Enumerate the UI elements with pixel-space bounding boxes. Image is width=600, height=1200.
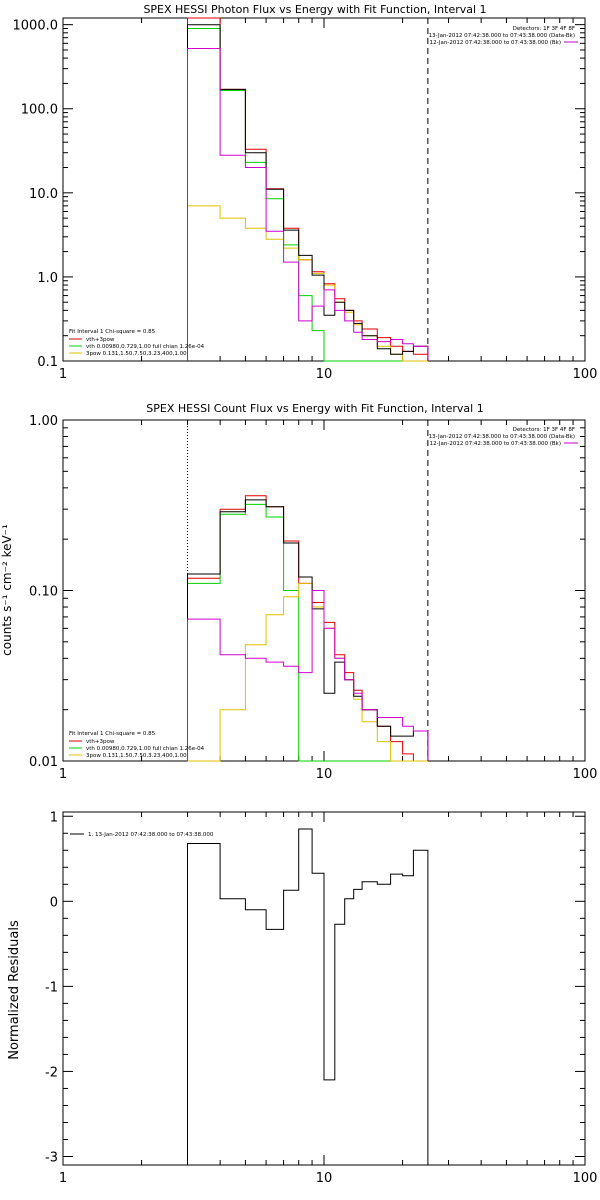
legend-entry: vth 0.00980,0.729,1.00 full chian 1.26e-… xyxy=(86,746,205,752)
x-tick-label: 10 xyxy=(316,1171,333,1186)
legend-entry: vth+3pow xyxy=(86,337,115,343)
y-tick-label: 1000.0 xyxy=(13,19,59,34)
fit-legend: Fit Interval 1 Chi-square = 0.85 vth+3po… xyxy=(69,329,205,357)
y-tick-label: 1.0 xyxy=(37,271,58,286)
legend-entry: vth+3pow xyxy=(86,739,115,745)
series-step-line xyxy=(187,205,428,362)
residuals-chart: Normalized Residuals 1 10 100 -3 -2 -1 0 1 1. 1… xyxy=(7,810,597,1186)
axis-ticks: 1 10 100 0.1 1.0 10.0 100.0 1000.0 xyxy=(13,18,598,382)
fit-label: Fit Interval 1 Chi-square = 0.85 xyxy=(69,731,156,737)
photon-flux-chart: SPEX HESSI Photon Flux vs Energy with Fi… xyxy=(13,3,598,382)
info-line: Detectors: 1F 3F 4F 8F xyxy=(513,427,575,433)
detector-info: Detectors: 1F 3F 4F 8F 13-Jan-2012 07:42… xyxy=(429,427,578,447)
fit-label: Fit Interval 1 Chi-square = 0.85 xyxy=(69,329,156,335)
x-tick-label: 1 xyxy=(59,367,67,382)
series-step-line xyxy=(187,503,428,762)
series-step-line xyxy=(187,48,429,361)
legend-entry: 1. 13-Jan-2012 07:42:38.000 to 07:43:38.… xyxy=(88,832,214,838)
legend-entry: 3pow 0.131,1.50,7.50,3.23,400,1.00 xyxy=(86,351,187,357)
legend-entry: vth 0.00980,0.729,1.00 full chian 1.26e-… xyxy=(86,344,205,350)
reference-lines xyxy=(187,420,429,761)
y-tick-label: 1 xyxy=(50,810,58,825)
y-tick-label: 1.00 xyxy=(29,414,58,429)
info-line: 13-Jan-2012 07:42:38.000 to 07:43:38.000… xyxy=(429,434,575,440)
x-tick-label: 100 xyxy=(573,767,598,782)
x-tick-label: 100 xyxy=(573,1171,598,1186)
info-line: Detectors: 1F 3F 4F 8F xyxy=(513,26,575,32)
axis-ticks: 1 10 100 0.01 0.10 1.00 xyxy=(29,414,597,782)
y-tick-label: -3 xyxy=(45,1150,58,1165)
residual-legend: 1. 13-Jan-2012 07:42:38.000 to 07:43:38.… xyxy=(70,832,214,838)
x-tick-label: 10 xyxy=(316,767,333,782)
info-line: 12-Jan-2012 07:42:38.000 to 07:43:38.000… xyxy=(430,40,561,46)
y-tick-label: -2 xyxy=(45,1065,58,1080)
series-step-line xyxy=(187,499,429,761)
info-line: 12-Jan-2012 07:42:38.000 to 07:43:38.000… xyxy=(430,441,561,447)
series-step-line xyxy=(187,590,429,761)
y-axis-label: counts s⁻¹ cm⁻² keV⁻¹ xyxy=(0,524,14,656)
info-line: 13-Jan-2012 07:42:38.000 to 07:43:38.000… xyxy=(429,33,575,39)
series-lines xyxy=(187,495,429,762)
legend-entry: 3pow 0.131,1.50,7.50,3.23,400,1.00 xyxy=(86,753,187,759)
y-tick-label: 0 xyxy=(50,895,58,910)
x-tick-label: 10 xyxy=(316,367,333,382)
chart-title: SPEX HESSI Photon Flux vs Energy with Fi… xyxy=(143,3,486,16)
series-step-line xyxy=(187,828,429,1165)
y-tick-label: 0.10 xyxy=(29,585,58,600)
series-lines xyxy=(187,828,429,1165)
count-flux-chart: SPEX HESSI Count Flux vs Energy with Fit… xyxy=(0,402,597,782)
y-tick-label: 0.1 xyxy=(37,355,58,370)
fit-legend: Fit Interval 1 Chi-square = 0.85 vth+3po… xyxy=(69,731,205,759)
y-tick-label: 0.01 xyxy=(29,755,58,770)
chart-title: SPEX HESSI Count Flux vs Energy with Fit… xyxy=(146,402,483,415)
series-lines xyxy=(187,17,429,362)
x-tick-label: 1 xyxy=(59,1171,67,1186)
detector-info: Detectors: 1F 3F 4F 8F 13-Jan-2012 07:42… xyxy=(429,26,578,46)
y-tick-label: -1 xyxy=(45,980,58,995)
y-tick-label: 10.0 xyxy=(29,187,58,202)
y-axis-label: Normalized Residuals xyxy=(7,920,22,1060)
axis-ticks: 1 10 100 -3 -2 -1 0 1 xyxy=(45,810,597,1186)
y-tick-label: 100.0 xyxy=(21,103,58,118)
x-tick-label: 100 xyxy=(573,367,598,382)
x-tick-label: 1 xyxy=(59,767,67,782)
